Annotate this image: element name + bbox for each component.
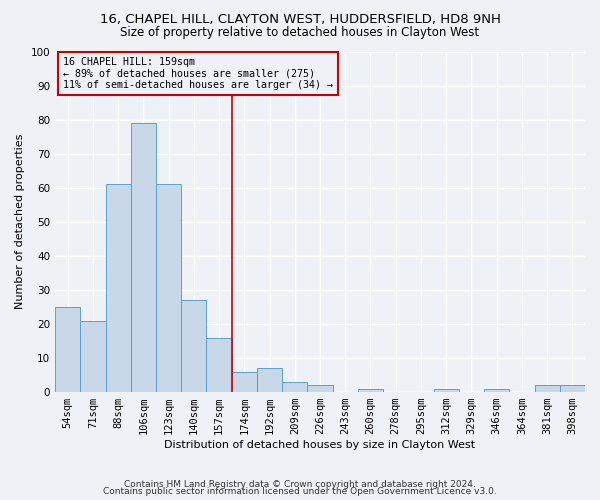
Text: Size of property relative to detached houses in Clayton West: Size of property relative to detached ho… bbox=[121, 26, 479, 39]
Bar bbox=[257, 368, 282, 392]
Bar bbox=[181, 300, 206, 392]
Bar bbox=[535, 386, 560, 392]
Bar bbox=[80, 320, 106, 392]
Y-axis label: Number of detached properties: Number of detached properties bbox=[15, 134, 25, 310]
Bar bbox=[232, 372, 257, 392]
Text: Contains public sector information licensed under the Open Government Licence v3: Contains public sector information licen… bbox=[103, 487, 497, 496]
Bar bbox=[55, 307, 80, 392]
Bar bbox=[282, 382, 307, 392]
Bar bbox=[206, 338, 232, 392]
Bar bbox=[156, 184, 181, 392]
X-axis label: Distribution of detached houses by size in Clayton West: Distribution of detached houses by size … bbox=[164, 440, 476, 450]
Text: 16 CHAPEL HILL: 159sqm
← 89% of detached houses are smaller (275)
11% of semi-de: 16 CHAPEL HILL: 159sqm ← 89% of detached… bbox=[63, 56, 333, 90]
Bar bbox=[307, 386, 332, 392]
Bar bbox=[484, 388, 509, 392]
Bar bbox=[434, 388, 459, 392]
Text: Contains HM Land Registry data © Crown copyright and database right 2024.: Contains HM Land Registry data © Crown c… bbox=[124, 480, 476, 489]
Bar bbox=[131, 123, 156, 392]
Text: 16, CHAPEL HILL, CLAYTON WEST, HUDDERSFIELD, HD8 9NH: 16, CHAPEL HILL, CLAYTON WEST, HUDDERSFI… bbox=[100, 12, 500, 26]
Bar bbox=[106, 184, 131, 392]
Bar bbox=[560, 386, 585, 392]
Bar bbox=[358, 388, 383, 392]
